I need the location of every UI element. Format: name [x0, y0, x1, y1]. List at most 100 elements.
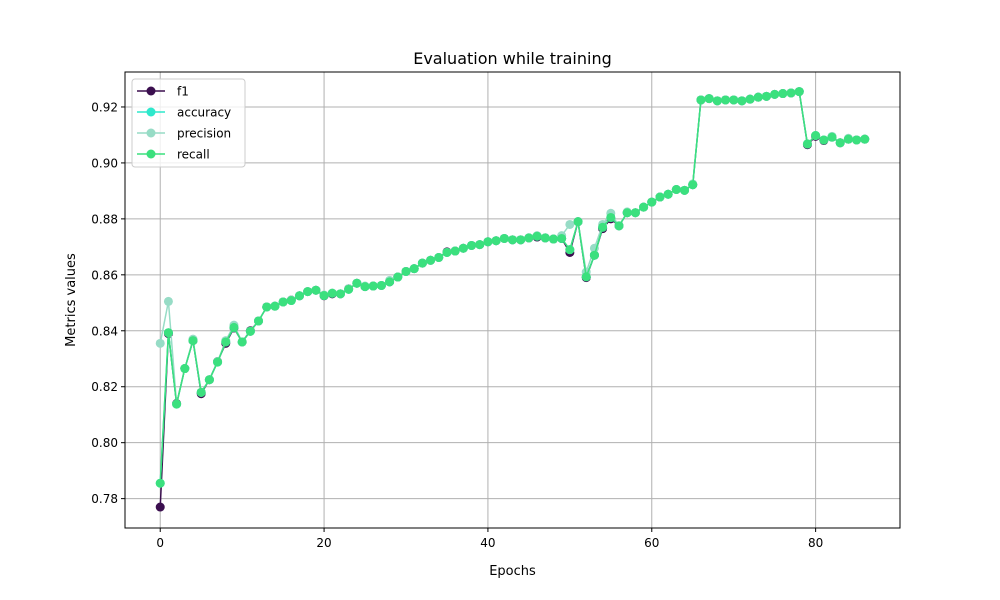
x-tick-label: 60 — [644, 536, 659, 550]
recall-point — [647, 197, 657, 207]
recall-point — [655, 192, 665, 202]
recall-point — [204, 375, 214, 385]
plot-frame — [124, 71, 901, 529]
recall-point — [294, 291, 304, 301]
recall-point — [778, 89, 788, 99]
x-tick-label: 20 — [316, 536, 331, 550]
recall-point — [221, 337, 231, 347]
recall-point — [721, 95, 731, 105]
recall-point — [229, 322, 239, 332]
recall-point — [688, 180, 698, 190]
recall-point — [213, 357, 223, 367]
recall-point — [745, 94, 755, 104]
recall-point — [704, 94, 714, 104]
recall-point — [155, 478, 165, 488]
recall-point — [368, 281, 378, 291]
recall-point — [393, 272, 403, 282]
y-tick-label: 0.92 — [91, 100, 118, 114]
y-tick-label: 0.86 — [91, 268, 118, 282]
recall-point — [196, 387, 206, 397]
legend-swatch-marker — [146, 128, 156, 138]
x-tick-label: 0 — [156, 536, 164, 550]
recall-point — [614, 221, 624, 231]
legend-label: accuracy — [177, 106, 231, 120]
recall-point — [565, 245, 575, 255]
recall-point — [254, 316, 264, 326]
recall-point — [458, 243, 468, 253]
x-axis-label: Epochs — [489, 564, 536, 579]
recall-point — [737, 96, 747, 106]
recall-point — [483, 237, 493, 247]
recall-point — [557, 233, 567, 243]
x-axis: 0 20 40 60 80 — [156, 528, 823, 550]
legend-item-precision: precision — [137, 127, 231, 141]
legend-item-accuracy: accuracy — [137, 106, 231, 120]
legend-item-recall: recall — [137, 148, 210, 162]
recall-point — [172, 399, 182, 409]
recall-point — [245, 326, 255, 336]
recall-point — [344, 284, 354, 294]
recall-point — [671, 184, 681, 194]
recall-point — [761, 91, 771, 101]
recall-point — [835, 138, 845, 148]
chart-title: Evaluation while training — [413, 49, 612, 68]
recall-point — [475, 240, 485, 250]
y-tick-label: 0.88 — [91, 212, 118, 226]
legend-swatch-marker — [146, 107, 156, 117]
recall-point — [286, 296, 296, 306]
y-axis: 0.78 0.80 0.82 0.84 0.86 0.88 0.90 0.92 — [91, 100, 125, 506]
legend-swatch-marker — [146, 149, 156, 159]
recall-point — [467, 240, 477, 250]
y-tick-label: 0.84 — [91, 324, 118, 338]
recall-point — [434, 252, 444, 262]
recall-point — [270, 301, 280, 311]
recall-point — [188, 336, 198, 346]
legend-swatch-marker — [146, 86, 156, 96]
recall-point — [385, 277, 395, 287]
recall-point — [376, 280, 386, 290]
precision-point — [565, 219, 575, 229]
recall-point — [516, 235, 526, 245]
recall-point — [589, 250, 599, 260]
recall-point — [524, 233, 534, 243]
recall-point — [426, 255, 436, 265]
recall-point — [540, 233, 550, 243]
recall-point — [712, 96, 722, 106]
recall-point — [335, 289, 345, 299]
recall-point — [729, 95, 739, 105]
recall-point — [311, 285, 321, 295]
recall-point — [262, 302, 272, 312]
recall-point — [450, 246, 460, 256]
recall-point — [794, 87, 804, 97]
y-axis-label: Metrics values — [64, 253, 79, 347]
recall-point — [442, 247, 452, 257]
precision-point — [155, 338, 165, 348]
recall-point — [573, 217, 583, 227]
recall-point — [696, 95, 706, 105]
recall-point — [843, 134, 853, 144]
recall-point — [409, 264, 419, 274]
recall-point — [237, 337, 247, 347]
recall-point — [360, 282, 370, 292]
precision-point — [163, 296, 173, 306]
y-tick-label: 0.80 — [91, 436, 118, 450]
legend: f1 accuracy precision recall — [131, 78, 246, 168]
y-tick-label: 0.78 — [91, 492, 118, 506]
recall-point — [548, 234, 558, 244]
recall-point — [860, 134, 870, 144]
recall-point — [303, 287, 313, 297]
legend-label: recall — [177, 148, 210, 162]
recall-point — [639, 202, 649, 212]
legend-label: precision — [177, 127, 231, 141]
recall-point — [606, 212, 616, 222]
recall-point — [622, 208, 632, 218]
recall-point — [319, 291, 329, 301]
legend-box — [131, 78, 246, 168]
recall-point — [680, 185, 690, 195]
recall-point — [852, 135, 862, 145]
series-recall — [155, 87, 870, 488]
recall-point — [598, 222, 608, 232]
recall-point — [499, 233, 509, 243]
y-tick-label: 0.90 — [91, 156, 118, 170]
